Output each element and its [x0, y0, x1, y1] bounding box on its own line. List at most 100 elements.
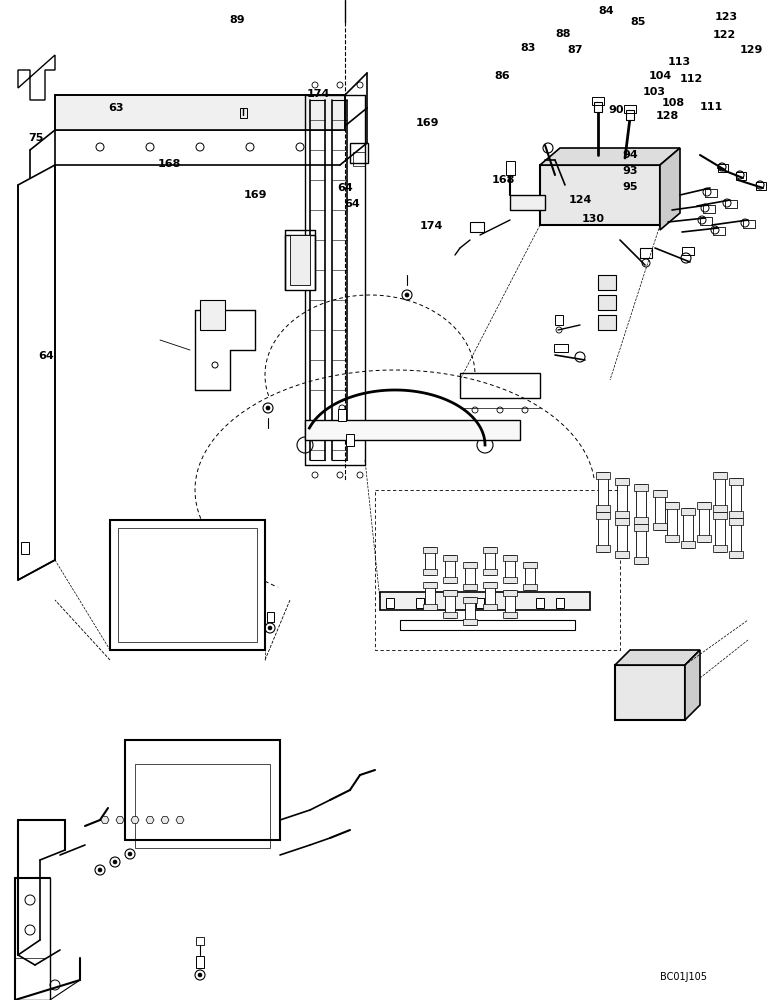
- Bar: [729, 511, 743, 518]
- Bar: [483, 582, 497, 588]
- Text: 122: 122: [713, 30, 737, 40]
- Bar: [443, 612, 457, 618]
- Circle shape: [632, 182, 638, 188]
- Text: 89: 89: [229, 15, 245, 25]
- Text: 130: 130: [582, 214, 605, 224]
- Polygon shape: [131, 817, 139, 823]
- Bar: [483, 569, 497, 575]
- Bar: [445, 555, 455, 583]
- Bar: [615, 478, 629, 485]
- Polygon shape: [161, 817, 169, 823]
- Bar: [598, 472, 608, 512]
- Bar: [400, 620, 575, 630]
- Text: 90: 90: [608, 105, 624, 115]
- Bar: [715, 512, 725, 552]
- Bar: [681, 541, 695, 548]
- Text: 87: 87: [567, 45, 582, 55]
- Bar: [285, 235, 315, 290]
- Bar: [135, 764, 270, 848]
- Text: 64: 64: [38, 351, 54, 361]
- Text: 103: 103: [643, 87, 666, 97]
- Bar: [615, 551, 629, 558]
- Bar: [615, 511, 629, 518]
- Circle shape: [723, 199, 731, 207]
- Circle shape: [623, 713, 627, 717]
- Text: BC01J105: BC01J105: [660, 972, 707, 982]
- Bar: [756, 182, 766, 190]
- Bar: [505, 555, 515, 583]
- Circle shape: [640, 695, 650, 705]
- Text: 85: 85: [630, 17, 645, 27]
- Bar: [536, 598, 544, 608]
- Bar: [617, 518, 627, 558]
- Ellipse shape: [30, 422, 40, 438]
- Bar: [423, 547, 437, 553]
- Circle shape: [552, 207, 558, 213]
- Circle shape: [548, 178, 562, 192]
- Text: 83: 83: [520, 43, 535, 53]
- Bar: [700, 217, 712, 225]
- Bar: [596, 505, 610, 512]
- Bar: [665, 535, 679, 542]
- Bar: [598, 315, 616, 330]
- Bar: [503, 577, 517, 583]
- Bar: [423, 569, 437, 575]
- Bar: [463, 597, 477, 603]
- Bar: [715, 472, 725, 512]
- Bar: [267, 612, 274, 622]
- Bar: [665, 502, 679, 509]
- Polygon shape: [540, 148, 680, 165]
- Circle shape: [703, 188, 711, 196]
- Circle shape: [95, 865, 105, 875]
- Bar: [125, 740, 280, 840]
- Bar: [682, 247, 694, 255]
- Bar: [463, 619, 477, 625]
- Circle shape: [612, 182, 618, 188]
- Text: 169: 169: [244, 190, 267, 200]
- Bar: [636, 524, 646, 564]
- Bar: [485, 547, 495, 575]
- Polygon shape: [55, 95, 345, 130]
- Bar: [443, 577, 457, 583]
- Circle shape: [572, 182, 578, 188]
- Bar: [443, 590, 457, 596]
- Bar: [240, 108, 247, 118]
- Circle shape: [620, 710, 630, 720]
- Text: 111: 111: [700, 102, 723, 112]
- Bar: [505, 590, 515, 618]
- Bar: [725, 200, 737, 208]
- Text: 93: 93: [622, 166, 637, 176]
- Bar: [460, 373, 540, 398]
- Circle shape: [572, 207, 578, 213]
- Text: 128: 128: [656, 111, 679, 121]
- Text: 75: 75: [28, 133, 43, 143]
- Circle shape: [660, 710, 670, 720]
- Circle shape: [620, 695, 630, 705]
- Text: 174: 174: [420, 221, 443, 231]
- Bar: [699, 502, 709, 542]
- Circle shape: [592, 207, 598, 213]
- Bar: [615, 665, 685, 720]
- Circle shape: [110, 857, 120, 867]
- Text: 84: 84: [598, 6, 614, 16]
- Bar: [463, 562, 477, 568]
- Bar: [634, 484, 648, 491]
- Bar: [713, 512, 727, 519]
- Bar: [463, 584, 477, 590]
- Polygon shape: [176, 817, 184, 823]
- Ellipse shape: [31, 474, 39, 486]
- Circle shape: [588, 203, 602, 217]
- Circle shape: [198, 973, 202, 977]
- Bar: [523, 562, 537, 568]
- Bar: [523, 584, 537, 590]
- Bar: [729, 478, 743, 485]
- Text: 63: 63: [108, 103, 124, 113]
- Bar: [731, 478, 741, 518]
- Circle shape: [741, 219, 749, 227]
- Bar: [636, 484, 646, 524]
- Circle shape: [405, 293, 409, 297]
- Circle shape: [756, 181, 764, 189]
- Circle shape: [643, 713, 647, 717]
- Bar: [353, 152, 365, 166]
- Ellipse shape: [29, 300, 41, 320]
